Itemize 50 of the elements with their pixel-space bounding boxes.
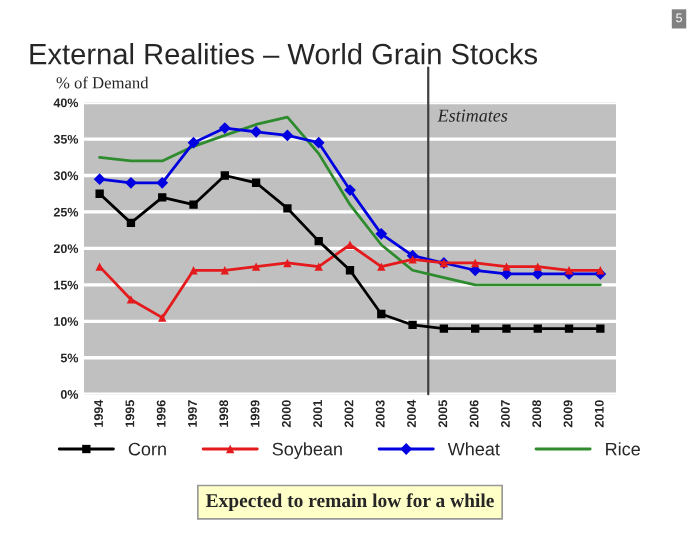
legend-label: Rice	[606, 442, 640, 456]
legend-label: Wheat	[447, 442, 500, 456]
point	[564, 324, 574, 333]
point	[189, 266, 198, 275]
point	[95, 262, 104, 271]
point	[281, 129, 294, 142]
point	[408, 320, 417, 330]
point	[375, 227, 388, 240]
chart-title: External Realities – World Grain Stocks	[30, 43, 538, 65]
legend-label: Soybean	[272, 442, 342, 460]
point	[187, 136, 200, 149]
point	[596, 266, 605, 275]
point	[471, 324, 480, 333]
point	[251, 262, 261, 271]
point	[533, 324, 542, 333]
point	[283, 204, 292, 213]
point	[314, 262, 323, 271]
point	[125, 176, 137, 189]
legend-label: Corn	[128, 442, 166, 456]
point	[158, 313, 167, 322]
point	[312, 136, 325, 149]
point	[250, 125, 263, 138]
point	[439, 324, 449, 333]
point	[345, 240, 355, 249]
point	[596, 324, 605, 333]
point	[126, 295, 136, 304]
point	[408, 255, 417, 264]
point	[314, 236, 323, 246]
point	[502, 324, 511, 333]
point	[345, 266, 355, 275]
point	[564, 266, 574, 275]
point	[126, 218, 136, 228]
point	[93, 173, 106, 186]
point	[158, 193, 167, 202]
point	[220, 266, 229, 275]
point	[533, 262, 542, 271]
point	[95, 189, 104, 198]
point	[189, 200, 198, 209]
point	[218, 122, 231, 135]
ref-line-label: Estimates	[437, 109, 508, 122]
point	[283, 258, 292, 268]
point	[251, 178, 261, 187]
text: Expected to remain low for a while	[205, 493, 494, 512]
point	[502, 262, 511, 271]
point	[156, 176, 169, 189]
point	[471, 258, 480, 268]
point	[377, 309, 386, 319]
point	[220, 171, 229, 180]
y-axis-title: % of Demand	[56, 76, 149, 89]
point	[377, 262, 386, 271]
